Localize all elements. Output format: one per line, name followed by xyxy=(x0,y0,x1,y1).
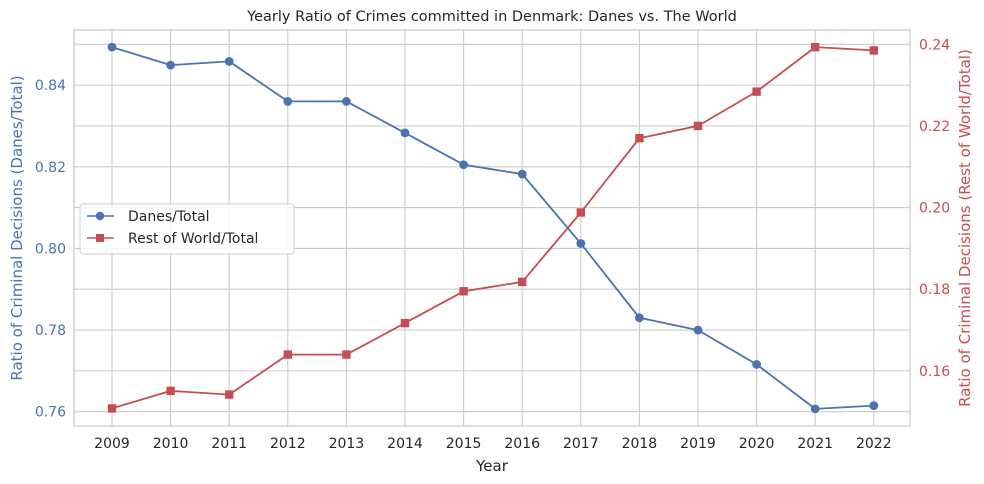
series-line-danes xyxy=(111,46,874,410)
y-axis-left-label: Ratio of Criminal Decisions (Danes/Total… xyxy=(8,75,26,380)
y-left-tick-label: 0.76 xyxy=(35,405,66,421)
data-point-rest-of-world xyxy=(518,277,527,287)
x-tick-label: 2020 xyxy=(739,436,775,452)
data-point-rest-of-world xyxy=(400,318,410,328)
y-axis-right-ticks: 0.16 0.18 0.20 0.22 0.24 xyxy=(919,37,950,380)
y-axis-left-ticks: 0.76 0.78 0.80 0.82 0.84 xyxy=(35,78,66,421)
y-right-tick-label: 0.24 xyxy=(919,37,950,53)
legend: Danes/Total Rest of World/Total xyxy=(79,203,295,255)
data-point-danes xyxy=(752,359,761,369)
data-point-rest-of-world xyxy=(225,390,234,399)
data-point-rest-of-world xyxy=(459,287,468,296)
grid xyxy=(74,30,910,426)
data-point-rest-of-world xyxy=(107,404,117,413)
y-left-tick-label: 0.82 xyxy=(35,160,66,176)
x-tick-label: 2016 xyxy=(504,436,540,452)
data-point-rest-of-world xyxy=(283,350,292,359)
x-axis-label: Year xyxy=(475,457,509,475)
x-tick-label: 2018 xyxy=(622,436,658,452)
data-point-danes xyxy=(400,128,410,138)
data-point-danes xyxy=(342,97,351,106)
data-point-danes xyxy=(224,57,234,66)
x-tick-label: 2013 xyxy=(329,436,365,452)
legend-marker-danes xyxy=(95,211,105,221)
data-point-danes xyxy=(459,160,468,170)
data-point-rest-of-world xyxy=(811,42,820,52)
data-point-rest-of-world xyxy=(635,133,644,143)
data-point-danes xyxy=(635,313,644,323)
data-point-danes xyxy=(869,401,879,410)
data-point-rest-of-world xyxy=(576,208,585,217)
x-tick-label: 2015 xyxy=(446,436,482,452)
y-right-tick-label: 0.16 xyxy=(919,364,950,380)
chart-title: Yearly Ratio of Crimes committed in Denm… xyxy=(246,9,737,25)
x-tick-label: 2009 xyxy=(94,436,130,452)
x-tick-label: 2011 xyxy=(211,436,247,452)
x-tick-label: 2014 xyxy=(387,436,423,452)
x-tick-label: 2010 xyxy=(153,436,189,452)
legend-box xyxy=(79,203,295,255)
data-point-danes xyxy=(517,169,527,179)
x-tick-label: 2022 xyxy=(856,436,892,452)
data-point-danes xyxy=(283,97,293,106)
x-tick-label: 2021 xyxy=(797,436,833,452)
data-point-danes xyxy=(166,60,176,70)
data-point-danes xyxy=(810,404,820,414)
data-point-rest-of-world xyxy=(166,386,175,396)
x-tick-label: 2019 xyxy=(680,436,716,452)
series-group xyxy=(107,42,879,414)
y-left-tick-label: 0.80 xyxy=(35,241,66,257)
x-tick-label: 2017 xyxy=(563,436,599,452)
y-right-tick-label: 0.18 xyxy=(919,282,950,298)
legend-label-rest: Rest of World/Total xyxy=(128,231,258,247)
series-line-rest-of-world xyxy=(111,46,874,410)
y-right-tick-label: 0.22 xyxy=(919,119,950,135)
y-left-tick-label: 0.84 xyxy=(35,78,66,94)
y-right-tick-label: 0.20 xyxy=(919,201,950,217)
data-point-danes xyxy=(576,239,586,248)
plot-frame xyxy=(73,29,911,427)
data-point-danes xyxy=(693,325,703,335)
x-axis-ticks: 2009 2010 2011 2012 2013 2014 2015 2016 2017 2018… xyxy=(94,436,891,452)
legend-marker-rest xyxy=(96,234,104,242)
data-point-rest-of-world xyxy=(752,87,761,96)
data-point-danes xyxy=(107,42,117,52)
x-tick-label: 2012 xyxy=(270,436,306,452)
data-point-rest-of-world xyxy=(342,350,351,359)
data-point-rest-of-world xyxy=(693,121,703,131)
data-point-rest-of-world xyxy=(869,46,878,55)
legend-label-danes: Danes/Total xyxy=(128,209,210,225)
y-axis-right-label: Ratio of Criminal Decisions (Rest of Wor… xyxy=(956,49,974,407)
y-left-tick-label: 0.78 xyxy=(35,323,66,339)
